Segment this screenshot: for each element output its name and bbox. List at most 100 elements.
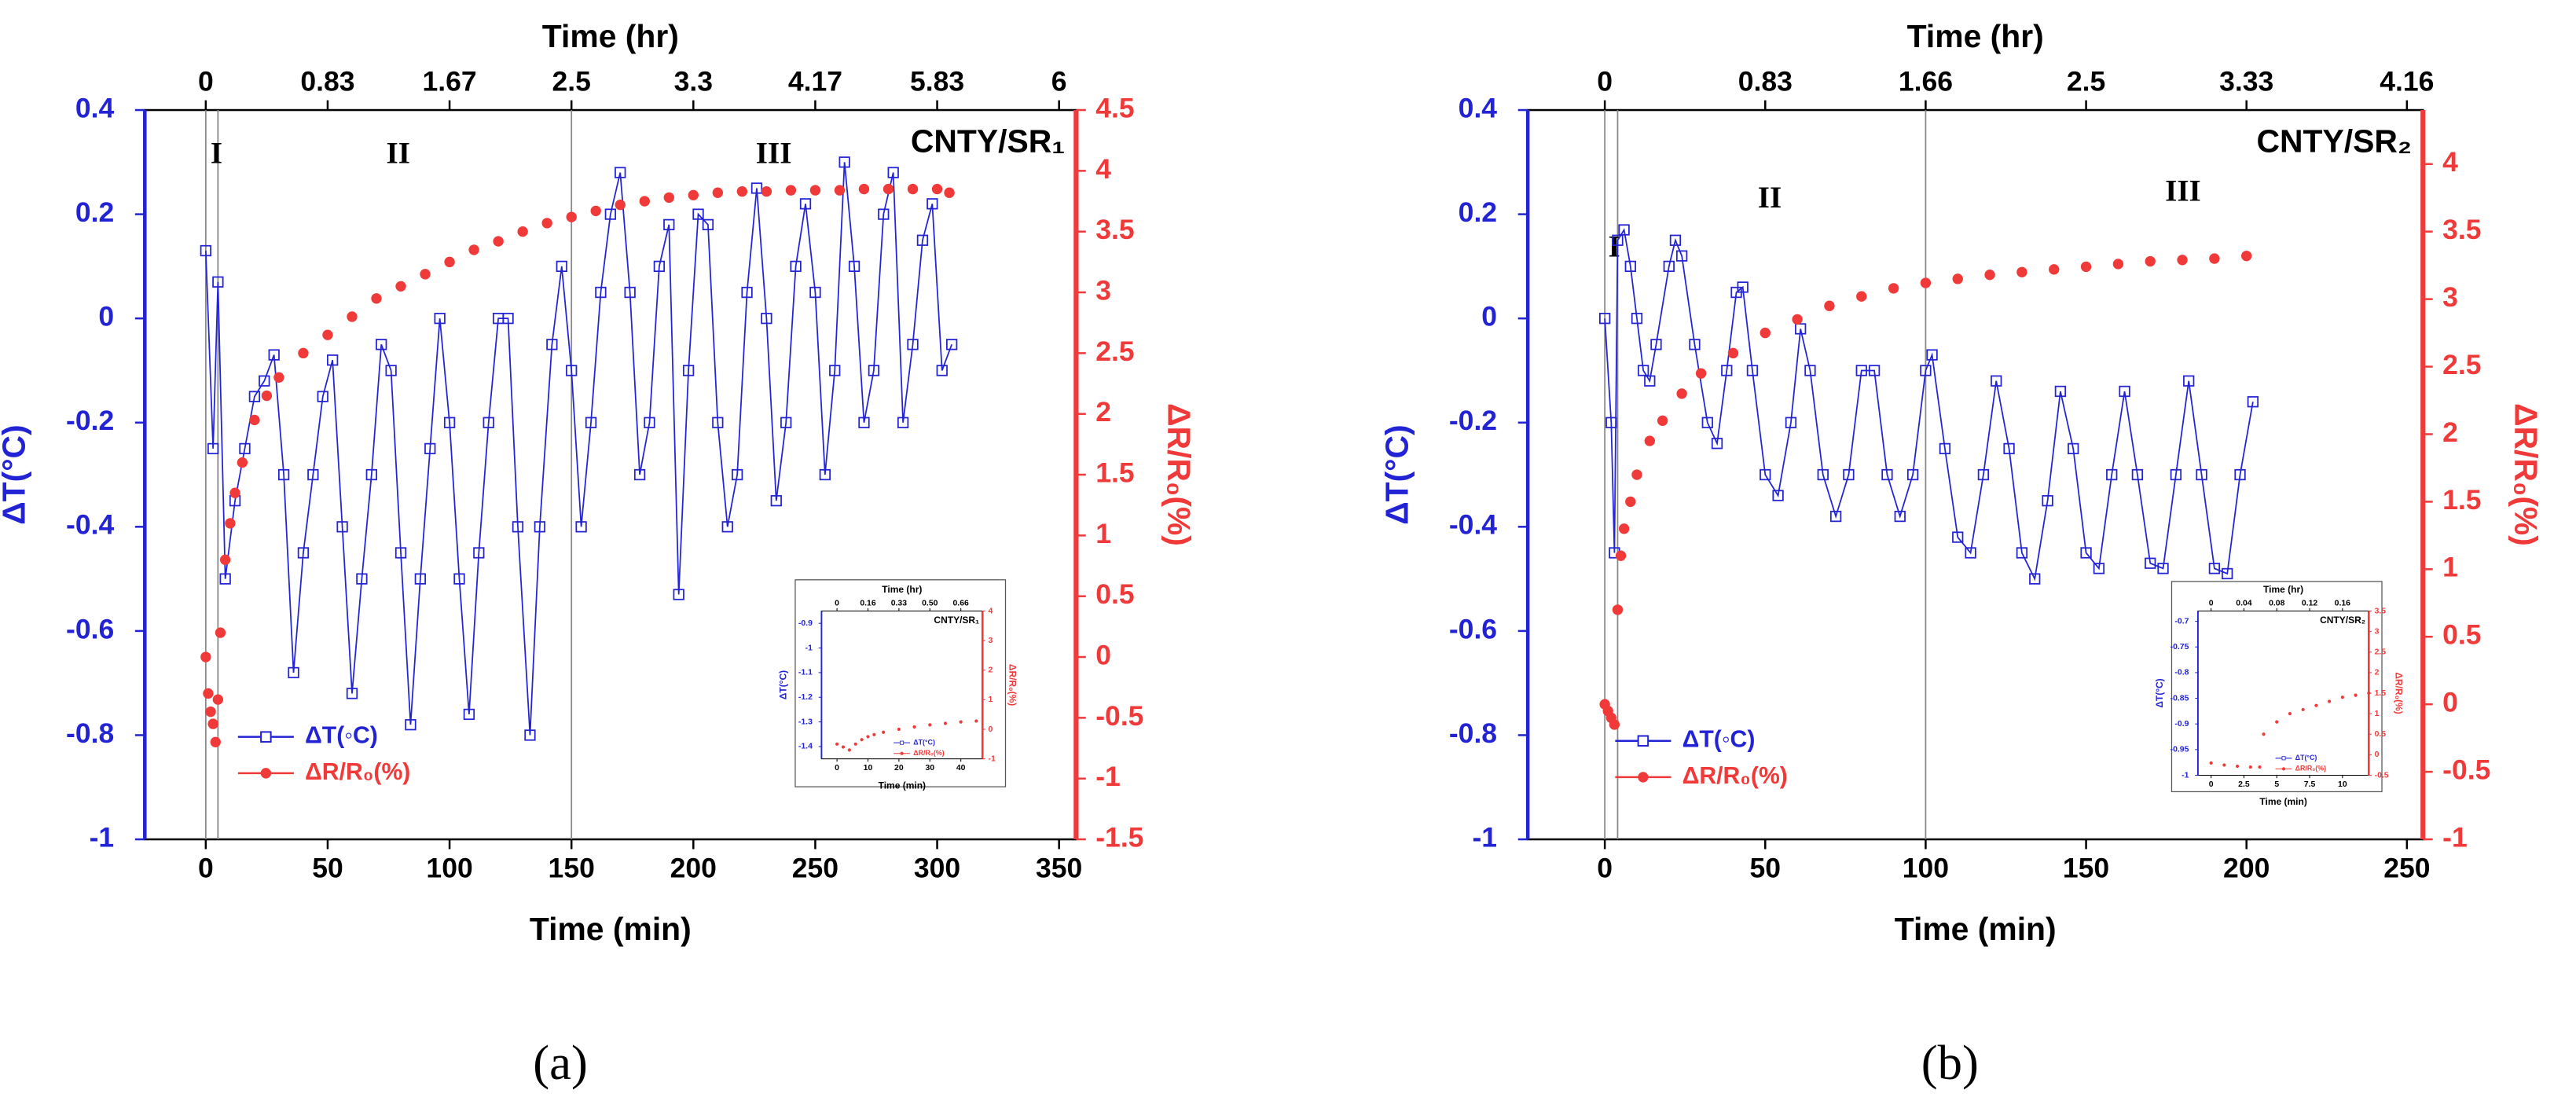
legend-marker <box>900 740 905 745</box>
y-tick-label: -1.4 <box>798 743 813 751</box>
data-point <box>376 339 387 350</box>
y-axis-label: ΔT(°C) <box>778 670 789 699</box>
chart-title: CNTY/SR₂ <box>2257 123 2413 159</box>
y2-tick-label: 4.5 <box>1095 92 1134 123</box>
data-point <box>1695 368 1707 379</box>
y-tick-label: -1 <box>1472 821 1497 853</box>
chart-title: CNTY/SR₁ <box>911 123 1065 159</box>
data-point <box>780 417 792 428</box>
y2-tick-label: 0.5 <box>1095 578 1134 610</box>
data-point <box>1737 281 1749 293</box>
data-point <box>2093 563 2105 574</box>
data-point <box>1618 523 1630 534</box>
data-point <box>2170 468 2182 481</box>
data-point <box>2016 547 2028 559</box>
data-point <box>1676 388 1687 399</box>
data-point <box>2016 266 2027 277</box>
x-tick-label: 10 <box>2338 780 2347 789</box>
y2-tick-label: 1 <box>989 695 993 704</box>
data-point <box>944 187 955 198</box>
data-point <box>215 627 226 638</box>
data-point <box>327 354 339 366</box>
y2-axis-label: ΔR/R₀(%) <box>2508 403 2544 546</box>
y2-tick-label: -1 <box>1095 761 1121 792</box>
x-tick-label: 150 <box>2063 853 2109 884</box>
region-label: II <box>387 137 410 171</box>
data-point <box>277 468 290 481</box>
data-point <box>395 281 406 292</box>
x2-tick-label: 0.83 <box>300 66 354 97</box>
data-point <box>546 339 558 350</box>
data-point <box>2119 385 2130 398</box>
data-point <box>1609 719 1620 730</box>
x-axis-label: Time (min) <box>1895 911 2057 947</box>
data-point <box>688 189 699 200</box>
data-point <box>1772 490 1784 501</box>
data-point <box>882 730 886 734</box>
y2-tick-label: 0 <box>2442 687 2458 718</box>
data-point <box>2003 442 2015 455</box>
panel-caption: (b) <box>1921 1035 1979 1090</box>
x2-tick-label: 0.12 <box>2302 599 2318 607</box>
data-point <box>1631 469 1642 480</box>
x2-tick-label: 4.17 <box>788 66 842 97</box>
y2-tick-label: 2.5 <box>1095 336 1134 367</box>
data-point <box>394 547 407 559</box>
data-point <box>959 720 963 724</box>
x2-tick-label: 0.08 <box>2269 599 2285 607</box>
data-point <box>1605 417 1617 428</box>
data-point <box>2314 703 2318 707</box>
y-tick-label: -1.1 <box>798 669 813 677</box>
y-tick-label: -0.4 <box>66 509 114 541</box>
data-point <box>1868 365 1881 376</box>
data-point <box>2340 695 2344 699</box>
x2-tick-label: 0.50 <box>922 599 938 607</box>
data-point <box>336 521 348 533</box>
y-tick-label: -1 <box>805 644 813 652</box>
data-point <box>2068 442 2079 455</box>
data-point <box>1817 468 1829 481</box>
data-point <box>1785 417 1797 428</box>
y2-tick-label: -1 <box>989 754 996 763</box>
y-tick-label: -1.2 <box>798 693 813 702</box>
region-label: II <box>1758 181 1782 215</box>
x2-tick-label: 0.33 <box>891 599 908 607</box>
x-tick-label: 40 <box>956 764 966 773</box>
data-point <box>2275 720 2279 724</box>
data-point <box>237 457 248 468</box>
y2-tick-label: 4 <box>2442 146 2458 178</box>
y-tick-label: 0.2 <box>75 196 114 228</box>
data-point <box>1855 365 1867 376</box>
y-tick-label: -0.6 <box>1449 613 1497 644</box>
x2-tick-label: 0.83 <box>1738 66 1793 97</box>
x2-tick-label: 6 <box>1051 66 1067 97</box>
x2-axis-label: Time (hr) <box>542 18 679 54</box>
data-point <box>1984 270 1995 281</box>
x-tick-label: 200 <box>670 853 717 884</box>
data-point <box>212 694 224 705</box>
y2-tick-label: -0.5 <box>2375 771 2389 780</box>
x2-tick-label: 0 <box>2209 599 2214 607</box>
legend-marker <box>2281 767 2286 771</box>
data-point <box>444 256 455 268</box>
data-point <box>692 208 704 220</box>
data-point <box>210 736 221 747</box>
chart-title: CNTY/SR₂ <box>2320 615 2365 626</box>
data-point <box>298 347 309 359</box>
data-point <box>2157 563 2169 574</box>
data-point <box>1795 323 1807 335</box>
y2-tick-label: 1.5 <box>2442 484 2481 516</box>
data-point <box>556 260 567 273</box>
data-point <box>566 211 577 222</box>
data-point <box>517 226 528 237</box>
y2-tick-label: 4 <box>1095 153 1111 185</box>
data-point <box>750 182 763 194</box>
x2-tick-label: 2.5 <box>552 66 591 97</box>
data-point <box>2241 250 2252 262</box>
data-point <box>1721 365 1733 376</box>
data-point <box>887 167 899 178</box>
data-point <box>1888 283 1899 294</box>
data-point <box>927 198 938 210</box>
data-point <box>2106 468 2118 481</box>
x2-tick-label: 0.16 <box>860 599 876 607</box>
